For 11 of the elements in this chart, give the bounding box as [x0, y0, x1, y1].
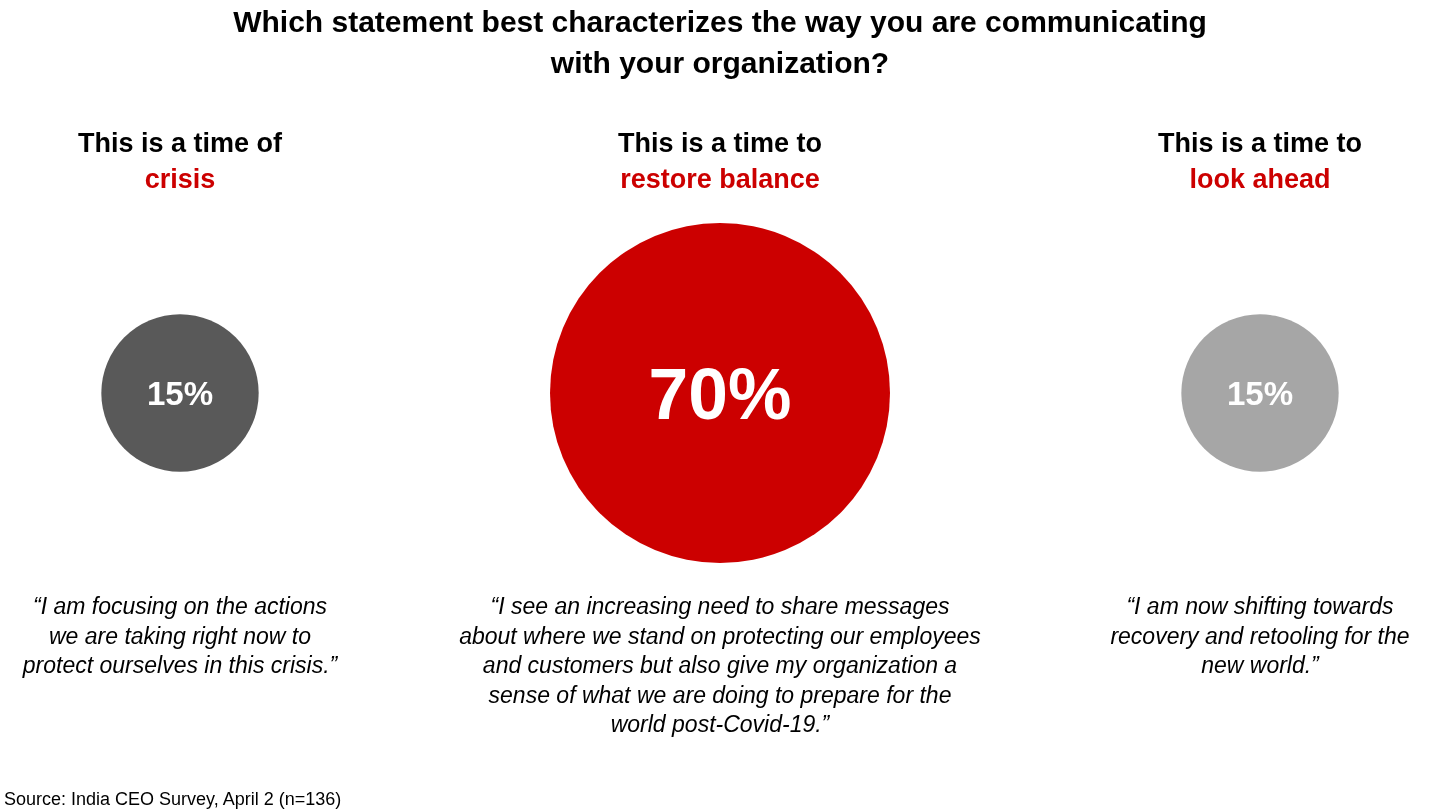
- text: “I see an increasing need to share messages about where we stand on protecting our employees and customers but also give my organization a sense of what we are doing to prepare for the world post-Covid-19.”: [459, 593, 982, 737]
- category-label: This is a time to restore balance: [617, 128, 823, 194]
- text: “I am focusing on the actions we are taking right now to protect ourselves in this crisis.”: [21, 593, 339, 678]
- data-label: 70%: [648, 353, 792, 434]
- source-note: Source: India CEO Survey, April 2 (n=136): [4, 789, 342, 809]
- category-label: This is a time of crisis: [77, 128, 284, 194]
- text: “I am now shifting towards recovery and retooling for the new world.”: [1110, 593, 1410, 678]
- data-label: 15%: [146, 374, 214, 412]
- text: Which statement best characterizes the way you are communicating with your organization?: [233, 5, 1207, 79]
- category-label: This is a time to look ahead: [1157, 128, 1363, 194]
- data-label: 15%: [1226, 374, 1294, 412]
